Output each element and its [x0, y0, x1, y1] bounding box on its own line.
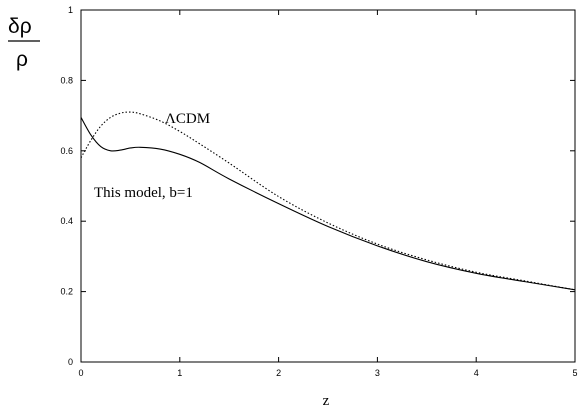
x-tick-label: 1: [177, 368, 182, 378]
y-axis-label-numerator: δρ: [8, 15, 32, 38]
series-line-lcdm: [80, 111, 576, 291]
series-line-this-model: [80, 117, 576, 291]
x-tick-label: 5: [572, 368, 577, 378]
y-tick-label: 0.6: [60, 146, 73, 156]
y-tick-label: 0: [68, 357, 73, 367]
x-tick-label: 4: [474, 368, 479, 378]
y-tick-label: 0.2: [60, 287, 73, 297]
plot-area-border: [80, 9, 576, 363]
y-tick-label: 1: [68, 5, 73, 15]
x-tick-label: 2: [276, 368, 281, 378]
y-tick-label: 0.8: [60, 75, 73, 85]
x-axis-label: z: [323, 393, 330, 409]
series-group: [80, 111, 576, 291]
x-tick-label: 0: [78, 368, 83, 378]
y-axis-ticks: 0 0.2 0.4 0.6 0.8 1: [60, 5, 575, 367]
x-tick-label: 3: [375, 368, 380, 378]
y-tick-label: 0.4: [60, 216, 73, 226]
x-axis-ticks: 0 1 2 3 4 5: [78, 10, 578, 378]
y-axis-label-denominator: ρ: [16, 48, 28, 71]
series-label-this-model: This model, b=1: [94, 185, 193, 201]
series-label-lcdm: ΛCDM: [165, 111, 210, 127]
plot-frame: [80, 9, 576, 363]
